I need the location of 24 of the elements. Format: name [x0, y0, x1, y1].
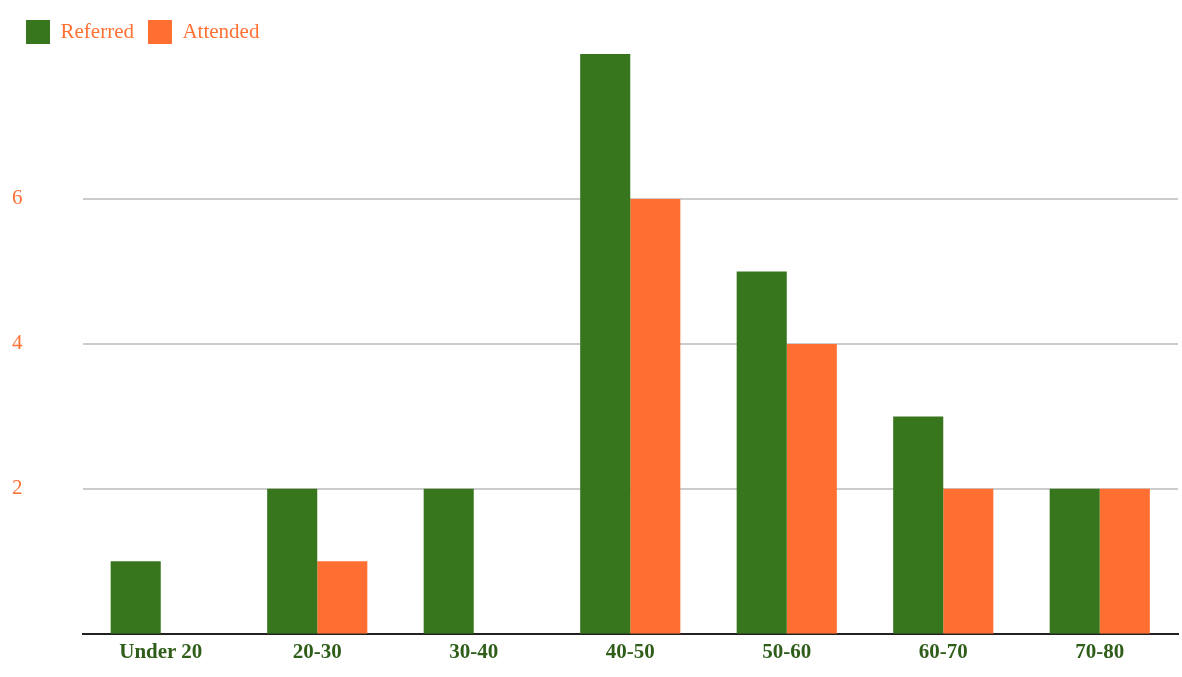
bar	[786, 343, 837, 634]
x-tick-label: 60-70	[918, 638, 968, 663]
legend-label: Attended	[182, 18, 260, 43]
x-tick-label: Under 20	[119, 638, 203, 663]
bar	[580, 54, 631, 634]
bar	[1049, 488, 1100, 634]
x-tick-label: 70-80	[1075, 638, 1125, 663]
bar	[423, 488, 474, 634]
y-tick-label: 4	[12, 330, 23, 355]
bar	[736, 271, 787, 634]
bar	[943, 488, 994, 634]
bar	[893, 416, 944, 634]
bar	[110, 561, 161, 634]
bar	[267, 488, 318, 634]
x-tick-label: 40-50	[605, 638, 655, 663]
legend-label: Referred	[60, 18, 135, 43]
bar	[630, 198, 681, 634]
x-tick-label: 30-40	[449, 638, 499, 663]
x-tick-label: 20-30	[292, 638, 342, 663]
y-tick-label: 2	[12, 475, 23, 500]
y-tick-label: 6	[12, 185, 23, 210]
bar	[1099, 488, 1150, 634]
bar	[317, 561, 368, 634]
x-tick-label: 50-60	[762, 638, 812, 663]
